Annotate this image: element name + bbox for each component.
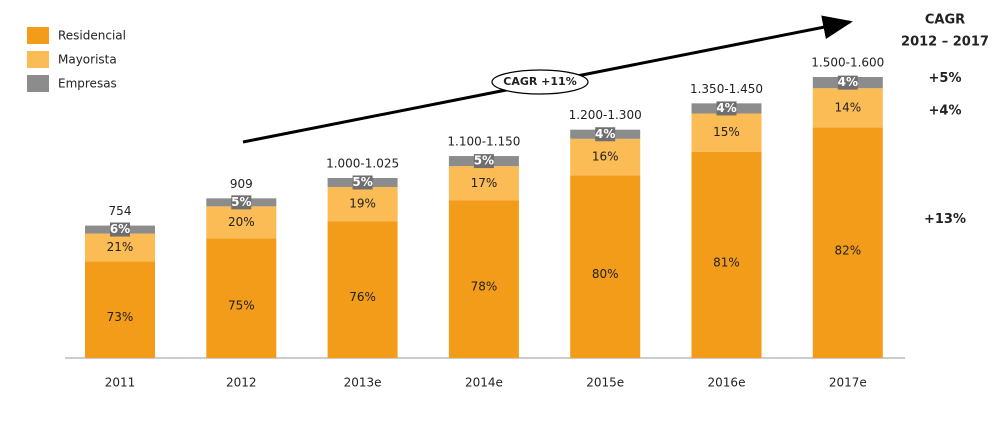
- segment-label: 4%: [838, 75, 858, 89]
- legend-swatch: [27, 51, 49, 68]
- total-label: 1.000-1.025: [326, 156, 399, 170]
- bar-segment: [812, 127, 883, 358]
- bar-segment: [448, 166, 519, 201]
- segment-label: 76%: [349, 290, 376, 304]
- segment-label: 19%: [349, 197, 376, 211]
- bar-segment: [206, 238, 277, 358]
- label-box: [837, 75, 858, 90]
- segment-label: 20%: [228, 215, 255, 229]
- segment-label: 21%: [107, 240, 134, 254]
- x-tick-label: 2011: [105, 376, 136, 390]
- segment-label: 4%: [595, 127, 615, 141]
- legend-swatch: [27, 27, 49, 44]
- segment-label: 4%: [716, 101, 736, 115]
- segment-label: 16%: [592, 150, 619, 164]
- legend-label: Mayorista: [58, 53, 117, 67]
- series-cagr: +5%: [929, 71, 962, 86]
- bar-segment: [691, 151, 762, 358]
- total-label: 909: [230, 177, 253, 191]
- legend-label: Empresas: [58, 77, 117, 91]
- legend-label: Residencial: [58, 29, 126, 43]
- segment-label: 81%: [713, 255, 740, 269]
- bar-segment: [327, 221, 398, 358]
- bar-segment: [570, 138, 641, 176]
- segment-label: 17%: [471, 176, 498, 190]
- x-tick-label: 2014e: [465, 376, 503, 390]
- total-label: 754: [109, 204, 132, 218]
- trend-badge: [491, 69, 589, 95]
- label-box: [595, 127, 616, 142]
- series-cagr: +4%: [929, 103, 962, 118]
- x-tick-label: 2012: [226, 376, 257, 390]
- cagr-title: 2012 – 2017: [901, 35, 989, 50]
- x-tick-label: 2013e: [344, 376, 382, 390]
- total-label: 1.350-1.450: [690, 82, 763, 96]
- label-box: [352, 175, 373, 190]
- segment-label: 78%: [471, 280, 498, 294]
- bar-segment: [570, 175, 641, 358]
- segment-label: 15%: [713, 125, 740, 139]
- bar-segment: [448, 200, 519, 358]
- segment-label: 14%: [834, 100, 861, 114]
- x-tick-label: 2016e: [708, 376, 746, 390]
- segment-label: 82%: [834, 243, 861, 257]
- segment-label: 6%: [110, 222, 130, 236]
- label-box: [110, 222, 130, 237]
- label-box: [231, 195, 252, 210]
- bar-segment: [691, 113, 762, 152]
- trend-label: CAGR +11%: [503, 75, 576, 88]
- segment-label: 5%: [231, 195, 251, 209]
- segment-label: 80%: [592, 267, 619, 281]
- legend-swatch: [27, 75, 49, 92]
- segment-label: 5%: [474, 154, 494, 168]
- series-cagr: +13%: [924, 212, 966, 227]
- cagr-title: CAGR: [925, 13, 965, 28]
- total-label: 1.100-1.150: [447, 135, 520, 149]
- bar-segment: [327, 186, 398, 222]
- label-box: [473, 154, 494, 169]
- bar-segment: [206, 206, 277, 239]
- bar-segment: [85, 233, 155, 262]
- bar-segment: [812, 88, 883, 128]
- segment-label: 73%: [107, 310, 134, 324]
- bar-segment: [85, 261, 155, 358]
- x-tick-label: 2015e: [586, 376, 624, 390]
- total-label: 1.200-1.300: [569, 108, 642, 122]
- x-tick-label: 2017e: [829, 376, 867, 390]
- total-label: 1.500-1.600: [811, 56, 884, 70]
- segment-label: 75%: [228, 299, 255, 313]
- segment-label: 5%: [352, 175, 372, 189]
- label-box: [716, 101, 737, 116]
